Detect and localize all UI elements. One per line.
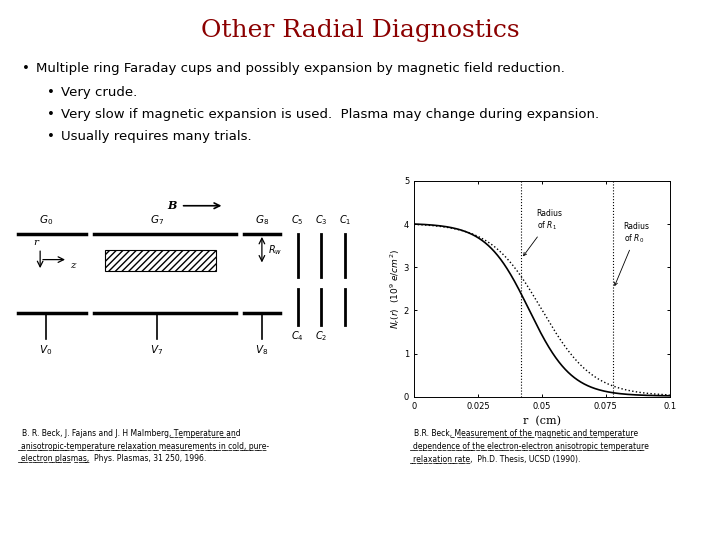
Text: $C_3$: $C_3$ [315, 213, 328, 227]
Text: $G_8$: $G_8$ [255, 213, 269, 227]
Text: $C_4$: $C_4$ [291, 329, 304, 343]
Text: •: • [22, 62, 30, 75]
Text: Radius
of $R_1$: Radius of $R_1$ [523, 208, 563, 255]
Text: $G_0$: $G_0$ [39, 213, 53, 227]
Text: •: • [47, 108, 55, 121]
Text: Multiple ring Faraday cups and possibly expansion by magnetic field reduction.: Multiple ring Faraday cups and possibly … [36, 62, 565, 75]
Text: Very slow if magnetic expansion is used.  Plasma may change during expansion.: Very slow if magnetic expansion is used.… [61, 108, 599, 121]
Text: $V_0$: $V_0$ [40, 343, 53, 357]
Text: Radius
of $R_0$: Radius of $R_0$ [615, 221, 649, 286]
Text: B. R. Beck, J. Fajans and J. H Malmberg, ̲T̲e̲m̲p̲e̲r̲a̲t̲u̲r̲e̲ ̲a̲n̲d
̲a̲n̲i̲s: B. R. Beck, J. Fajans and J. H Malmberg,… [22, 429, 270, 463]
Text: $R_w$: $R_w$ [268, 243, 282, 256]
Y-axis label: $N_r(r)\ \ (10^9\ e/cm^2)$: $N_r(r)\ \ (10^9\ e/cm^2)$ [389, 249, 402, 329]
Text: z: z [70, 261, 76, 270]
Text: $V_7$: $V_7$ [150, 343, 163, 357]
Text: •: • [47, 130, 55, 143]
Text: •: • [47, 86, 55, 99]
Text: B: B [167, 200, 177, 211]
Text: $C_2$: $C_2$ [315, 329, 328, 343]
Text: r: r [34, 238, 39, 247]
Text: Very crude.: Very crude. [61, 86, 138, 99]
Text: Other Radial Diagnostics: Other Radial Diagnostics [201, 19, 519, 42]
Text: Usually requires many trials.: Usually requires many trials. [61, 130, 252, 143]
Text: $V_8$: $V_8$ [256, 343, 269, 357]
X-axis label: r  (cm): r (cm) [523, 416, 561, 427]
Text: $G_7$: $G_7$ [150, 213, 164, 227]
Text: $C_1$: $C_1$ [339, 213, 351, 227]
Bar [106, 249, 217, 271]
Text: $C_5$: $C_5$ [292, 213, 304, 227]
Text: B.R. Beck, ̲M̲e̲a̲s̲u̲r̲e̲m̲e̲n̲t̲ ̲o̲f̲ ̲t̲h̲e̲ ̲m̲a̲g̲n̲e̲t̲i̲c̲ ̲a̲n̲d̲ ̲t̲e̲: B.R. Beck, ̲M̲e̲a̲s̲u̲r̲e̲m̲e̲n̲t̲ ̲o̲f̲… [414, 429, 650, 463]
